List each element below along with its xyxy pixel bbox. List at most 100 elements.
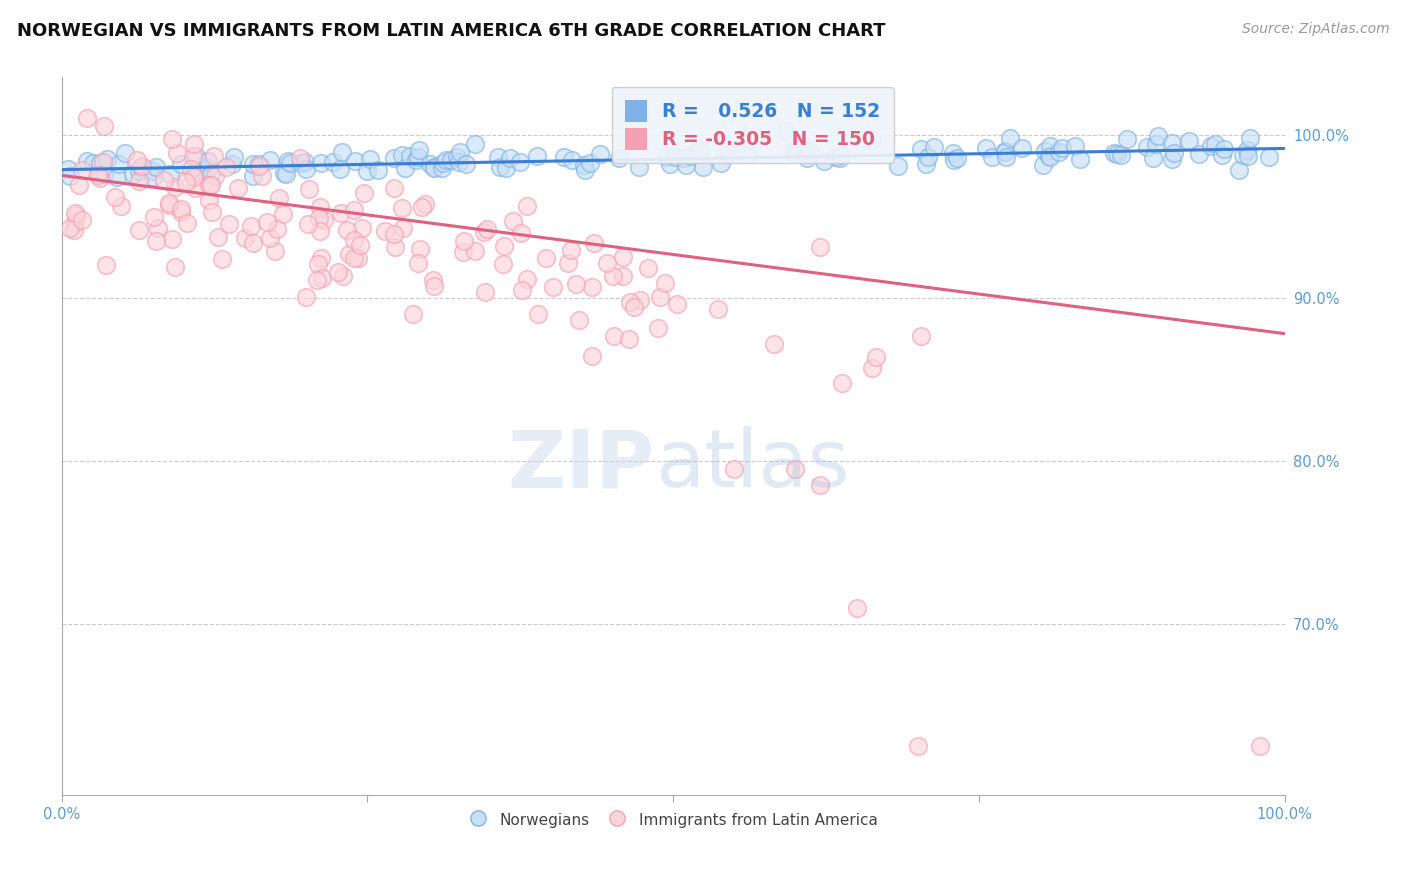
Point [247,157,270,171]
Point [197,153,219,168]
Point [486,150,509,164]
Point [356,164,378,178]
Point [337,247,360,261]
Text: NORWEGIAN VS IMMIGRANTS FROM LATIN AMERICA 6TH GRADE CORRELATION CHART: NORWEGIAN VS IMMIGRANTS FROM LATIN AMERI… [17,22,886,40]
Point [65,208,87,222]
Point [502,213,524,227]
Point [512,283,534,297]
Point [1032,158,1054,172]
Point [63,223,86,237]
Point [665,297,688,311]
Point [582,235,605,250]
Point [581,280,603,294]
Point [141,163,163,178]
Point [91,154,114,169]
Point [336,223,359,237]
Point [215,161,238,175]
Point [922,139,945,153]
Point [994,145,1017,160]
Point [198,178,221,192]
Point [574,162,596,177]
Point [526,149,548,163]
Point [1178,134,1201,148]
Point [89,171,111,186]
Legend: Norwegians, Immigrants from Latin America: Norwegians, Immigrants from Latin Americ… [463,805,883,834]
Point [710,156,733,170]
Point [163,180,186,194]
Point [981,151,1004,165]
Point [294,155,316,169]
Point [104,190,127,204]
Point [887,160,910,174]
Point [145,160,167,174]
Point [623,300,645,314]
Point [183,169,205,184]
Point [619,332,641,346]
Point [382,181,405,195]
Point [242,236,264,251]
Point [391,201,413,215]
Point [273,166,295,180]
Point [58,161,80,176]
Point [464,136,486,151]
Point [509,226,531,240]
Point [408,143,430,157]
Point [453,234,475,248]
Point [105,169,128,184]
Point [1116,132,1139,146]
Point [59,220,82,235]
Point [775,124,797,138]
Point [382,151,405,165]
Point [1211,147,1233,161]
Point [406,256,429,270]
Point [186,149,208,163]
Point [157,195,180,210]
Point [307,273,329,287]
Point [942,153,965,168]
Point [343,203,366,218]
Point [197,161,219,176]
Point [439,153,461,168]
Text: Source: ZipAtlas.com: Source: ZipAtlas.com [1241,22,1389,37]
Point [169,202,191,217]
Point [128,174,150,188]
Point [1239,130,1261,145]
Point [290,156,312,170]
Point [860,360,883,375]
Point [145,235,167,249]
Point [830,147,852,161]
Point [233,231,256,245]
Point [309,251,332,265]
Point [474,285,496,299]
Point [553,150,575,164]
Point [475,222,498,236]
Point [865,350,887,364]
Point [121,167,143,181]
Point [96,152,118,166]
Point [793,145,815,159]
Point [211,252,233,267]
Point [271,207,294,221]
Point [910,329,932,343]
Point [76,112,98,126]
Point [1039,150,1062,164]
Point [499,151,522,165]
Point [184,181,207,195]
Point [1236,149,1258,163]
Point [492,238,515,252]
Point [561,153,583,168]
Point [1188,146,1211,161]
Point [394,161,416,176]
Point [654,150,676,164]
Point [456,156,478,170]
Point [374,223,396,237]
Point [152,173,174,187]
Point [405,153,427,167]
Point [107,157,129,171]
Point [131,159,153,173]
Point [589,147,612,161]
Point [183,149,205,163]
Point [129,160,152,174]
Point [326,265,349,279]
Point [1064,138,1087,153]
